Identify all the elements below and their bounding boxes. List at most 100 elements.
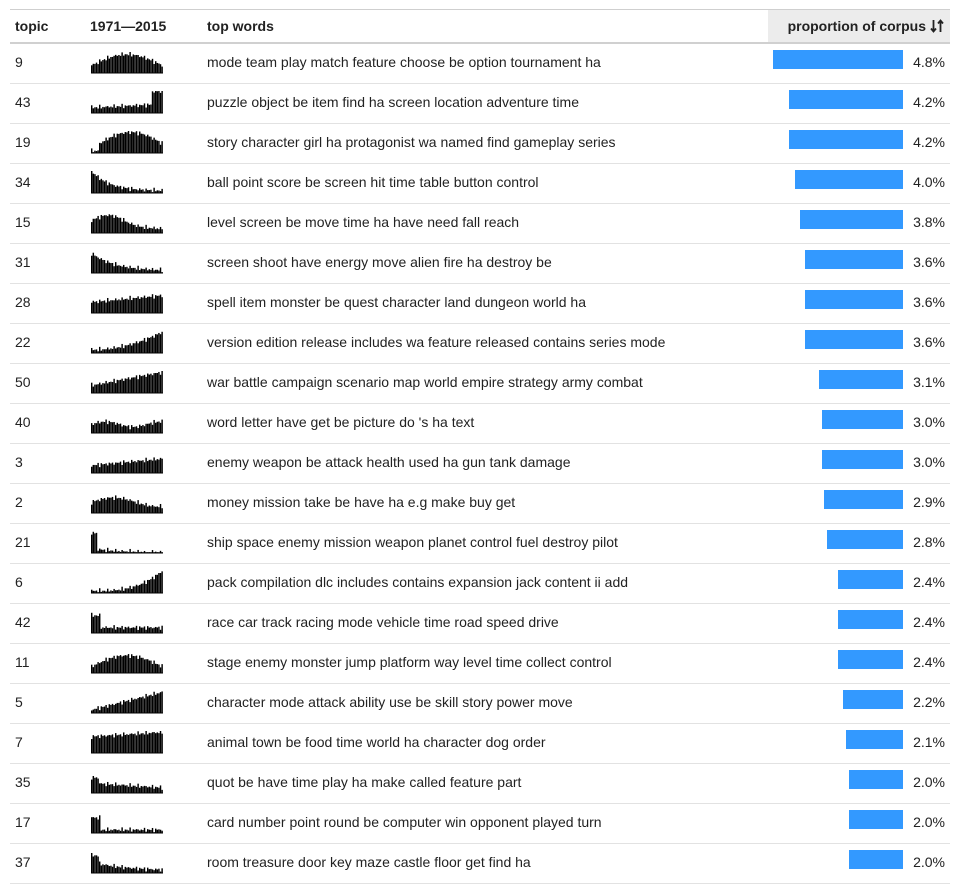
sparkline-bar [121, 343, 123, 353]
sparkline-bar [143, 550, 146, 553]
sparkline-bar [134, 785, 136, 793]
sparkline-bar [142, 105, 144, 113]
topic-id: 21 [15, 534, 31, 550]
topic-id: 34 [15, 174, 31, 190]
sparkline-bar [134, 55, 136, 73]
table-row[interactable]: 19 story character girl ha protagonist wa… [10, 124, 950, 164]
sparkline-bar [92, 531, 95, 553]
table-row[interactable]: 40 word letter have get be picture do 's … [10, 404, 950, 444]
proportion-value: 3.0% [913, 454, 945, 470]
sparkline-bar [155, 91, 157, 113]
sparkline-bar [94, 255, 96, 273]
sparkline-bar [119, 106, 122, 113]
sparkline-bar [142, 696, 144, 713]
sparkline-bar [99, 613, 101, 633]
sparkline-bar [143, 785, 146, 793]
sparkline-bar [145, 629, 147, 633]
table-row[interactable]: 43 puzzle object be item find ha screen l… [10, 84, 950, 124]
sparkline-bar [102, 141, 104, 153]
proportion-value: 2.0% [913, 774, 945, 790]
table-row[interactable]: 5 character mode attack ability use be sk… [10, 684, 950, 724]
sparkline-chart [91, 171, 163, 194]
sparkline-bar [147, 373, 149, 393]
sparkline-bar [135, 655, 138, 673]
sparkline-bar [158, 91, 160, 113]
sparkline-bar [119, 300, 122, 313]
sparkline-bar [159, 871, 162, 873]
table-row[interactable]: 3 enemy weapon be attack health used ha g… [10, 444, 950, 484]
sparkline-bar [153, 506, 155, 513]
sparkline-bar [158, 573, 160, 593]
sparkline-bar [161, 508, 163, 513]
table-row[interactable]: 37 room treasure door key maze castle flo… [10, 844, 950, 884]
topic-id: 9 [15, 54, 23, 70]
sparkline-bar [127, 425, 130, 433]
table-row[interactable]: 34 ball point score be screen hit time ta… [10, 164, 950, 204]
sparkline-bar [94, 63, 96, 73]
sparkline-bar [95, 256, 98, 273]
table-row[interactable]: 28 spell item monster be quest character … [10, 284, 950, 324]
sparkline-bar [156, 693, 159, 713]
sparkline-bar [156, 269, 159, 273]
sparkline-bar [155, 229, 157, 233]
sparkline-bar [135, 625, 138, 633]
sparkline-bar [140, 657, 143, 673]
sparkline-bar [156, 574, 159, 593]
table-row[interactable]: 11 stage enemy monster jump platform way … [10, 644, 950, 684]
sparkline-bar [111, 784, 114, 793]
table-row[interactable]: 22 version edition release includes wa fe… [10, 324, 950, 364]
table-row[interactable]: 42 race car track racing mode vehicle tim… [10, 604, 950, 644]
sparkline-bar [161, 691, 163, 713]
sparkline-bar [140, 133, 143, 153]
sparkline-bar [95, 590, 98, 593]
sparkline-bar [115, 590, 117, 593]
table-row[interactable]: 17 card number point round be computer wi… [10, 804, 950, 844]
sparkline-bar [140, 786, 143, 793]
sparkline-bar [99, 346, 101, 353]
sparkline-bar [151, 294, 154, 313]
sparkline-bar [95, 615, 98, 633]
header-years[interactable]: 1971—2015 [90, 18, 167, 34]
sparkline-bar [131, 697, 133, 713]
table-row[interactable]: 6 pack compilation dlc includes contains … [10, 564, 950, 604]
sparkline-bar [145, 341, 147, 353]
sparkline-bar [159, 191, 162, 193]
sparkline-bar [137, 343, 139, 353]
table-row[interactable]: 35 quot be have time play ha make called … [10, 764, 950, 804]
sparkline-bar [124, 132, 127, 153]
sparkline-bar [153, 691, 155, 713]
sparkline-bar [107, 497, 109, 513]
sparkline-bar [95, 62, 98, 73]
header-proportion-of-corpus[interactable]: proportion of corpus [768, 10, 950, 42]
table-row[interactable]: 31 screen shoot have energy move alien fi… [10, 244, 950, 284]
sparkline-bar [100, 301, 103, 313]
sparkline-bar [127, 830, 130, 833]
sparkline-bar [161, 331, 163, 353]
table-row[interactable]: 9 mode team play match feature choose be … [10, 44, 950, 84]
sparkline-bar [103, 783, 106, 793]
sparkline-bar [95, 176, 98, 193]
sort-updown-icon[interactable] [930, 19, 944, 33]
sparkline-bar [140, 503, 143, 513]
sparkline-bar [113, 104, 115, 113]
sparkline-bar [135, 462, 138, 473]
header-top-words[interactable]: top words [207, 18, 274, 34]
sparkline-bar [156, 91, 159, 113]
sparkline-bar [100, 549, 103, 553]
table-row[interactable]: 15 level screen be move time ha have need… [10, 204, 950, 244]
sparkline-bar [127, 734, 130, 753]
sparkline-bar [150, 733, 152, 753]
sparkline-bar [105, 419, 107, 433]
table-row[interactable]: 50 war battle campaign scenario map world… [10, 364, 950, 404]
header-topic[interactable]: topic [15, 18, 49, 34]
table-row[interactable]: 21 ship space enemy mission weapon planet… [10, 524, 950, 564]
table-row[interactable]: 7 animal town be food time world ha chara… [10, 724, 950, 764]
sparkline-bar [132, 785, 135, 793]
sparkline-bar [135, 189, 138, 193]
sparkline-bar [132, 829, 135, 833]
sparkline-bar [145, 584, 147, 593]
sparkline-bar [131, 786, 133, 793]
sparkline-bar [151, 139, 154, 153]
table-row[interactable]: 2 money mission take be have ha e.g make … [10, 484, 950, 524]
sparkline-bar [107, 707, 109, 713]
